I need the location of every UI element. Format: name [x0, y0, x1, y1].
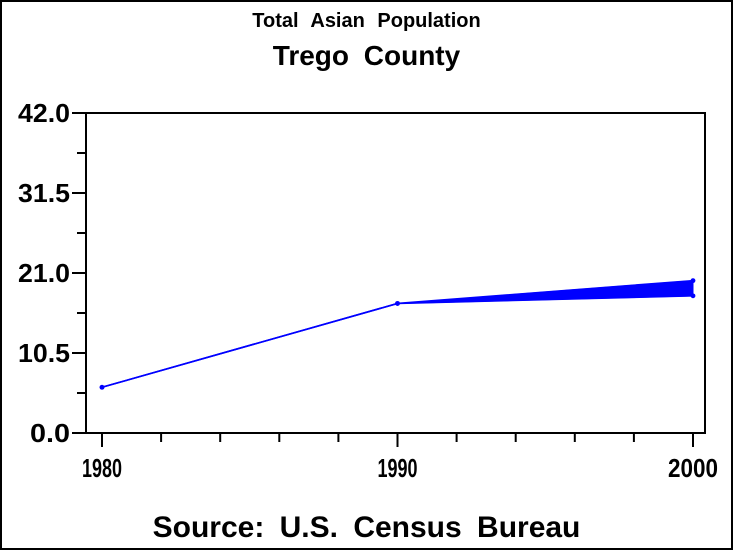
data-point-marker: [395, 301, 400, 306]
y-axis-tick-label: 10.5: [18, 338, 70, 368]
data-point-marker: [99, 384, 105, 390]
y-axis-tick-label: 0.0: [30, 418, 70, 448]
source-note: Source: U.S. Census Bureau: [152, 511, 581, 544]
chart-title: Total Asian Population: [252, 10, 481, 32]
x-axis-tick-label: 1980: [82, 453, 122, 483]
projection-band: [101, 280, 694, 388]
series-line-low-count: [101, 295, 694, 389]
y-axis-tick-label: 31.5: [18, 178, 70, 208]
y-axis-tick-label: 42.0: [18, 98, 70, 128]
x-axis-tick-label: 2000: [668, 453, 718, 483]
plot-frame: [85, 112, 706, 434]
y-axis-tick-label: 21.0: [18, 258, 70, 288]
data-point-marker: [690, 278, 696, 284]
chart-subtitle: Trego County: [272, 40, 461, 71]
x-axis-tick-label: 1990: [378, 453, 418, 483]
data-point-marker: [690, 293, 696, 299]
